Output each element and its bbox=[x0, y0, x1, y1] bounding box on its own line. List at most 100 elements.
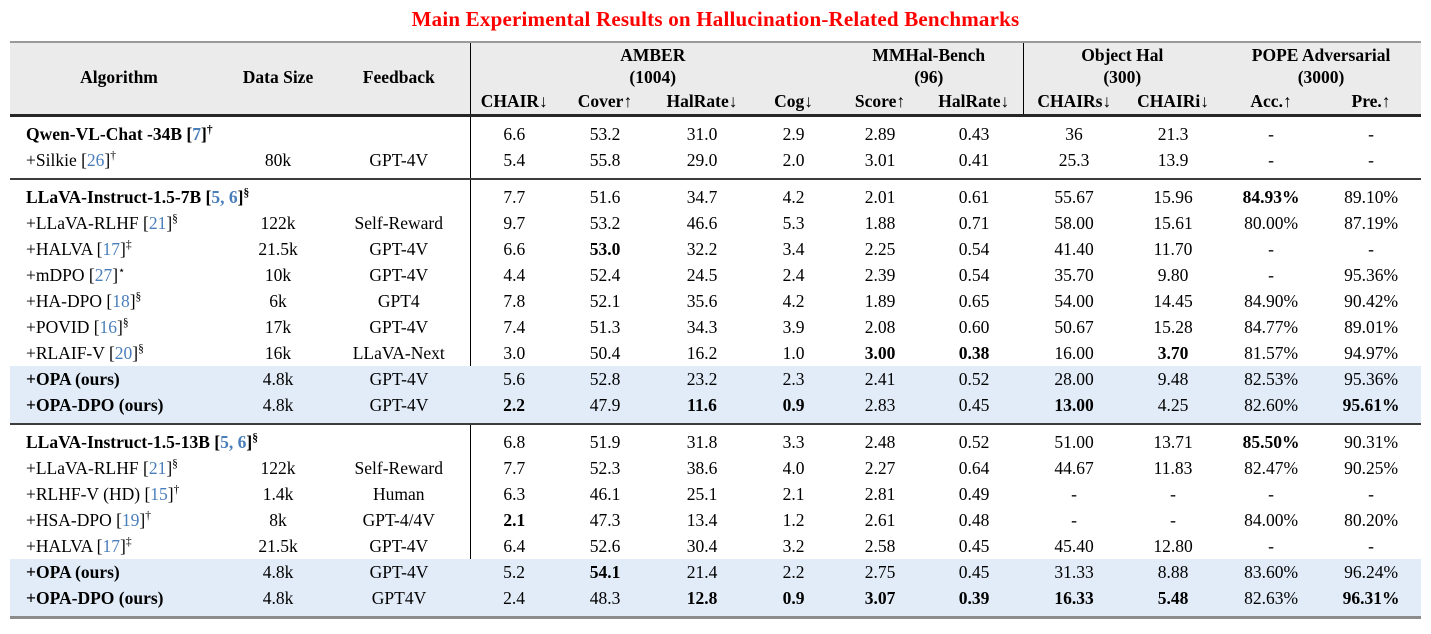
value-cell: 36 bbox=[1065, 123, 1083, 144]
value-cell: 51.6 bbox=[589, 186, 621, 207]
table-section-1: Qwen-VL-Chat -34B [7]† 6.6 53.2 31.0 2.9 2.89… bbox=[10, 115, 1421, 179]
citation-link[interactable]: 16 bbox=[99, 316, 118, 337]
algorithm-cell: +HALVA [17]‡ bbox=[26, 535, 132, 556]
column-header-algorithm: Algorithm bbox=[80, 67, 158, 88]
value-cell: 55.8 bbox=[589, 149, 621, 170]
feedback-cell: GPT-4V bbox=[328, 533, 471, 560]
value-cell: 0.54 bbox=[958, 238, 990, 259]
citation-link[interactable]: 17 bbox=[102, 535, 121, 556]
citation-link[interactable]: 7 bbox=[192, 123, 201, 144]
citation-link[interactable]: 20 bbox=[114, 342, 133, 363]
value-cell: 15.96 bbox=[1153, 186, 1193, 207]
value-cell: 4.25 bbox=[1157, 394, 1189, 415]
column-header-score: Score↑ bbox=[854, 90, 906, 111]
value-cell: 5.4 bbox=[503, 149, 526, 170]
citation-link[interactable]: 19 bbox=[121, 509, 140, 530]
value-cell: 41.40 bbox=[1054, 238, 1094, 259]
table-row: +HA-DPO [18]§ 6k GPT4 7.8 52.1 35.6 4.2 1.89 0.6… bbox=[10, 288, 1421, 315]
citation-link[interactable]: 18 bbox=[112, 290, 130, 311]
citation-link[interactable]: 27 bbox=[94, 264, 113, 285]
data-size-cell: 4.8k bbox=[262, 587, 294, 608]
value-cell: 6.3 bbox=[503, 483, 526, 504]
algorithm-name: +OPA (ours) bbox=[26, 561, 120, 582]
column-header-cover: Cover↑ bbox=[577, 90, 633, 111]
value-cell: 35.70 bbox=[1054, 264, 1094, 285]
header-row-groups: Algorithm Data Size Feedback AMBER (1004) MMH… bbox=[10, 42, 1421, 116]
value-cell: 30.4 bbox=[686, 535, 718, 556]
group-count: (1004) bbox=[629, 67, 677, 88]
algorithm-name: +Silkie bbox=[26, 149, 77, 170]
value-cell: 84.90% bbox=[1244, 290, 1299, 311]
feedback-cell: Self-Reward bbox=[328, 455, 471, 482]
footnote-marker: † bbox=[145, 509, 151, 522]
table-row: +HALVA [17]‡ 21.5k GPT-4V 6.6 53.0 32.2 3.4 2.2… bbox=[10, 236, 1421, 263]
value-cell: 96.24% bbox=[1344, 561, 1399, 582]
citation-link[interactable]: 17 bbox=[102, 238, 121, 259]
footnote-marker: § bbox=[122, 316, 129, 329]
value-cell: 2.61 bbox=[864, 509, 896, 530]
value-cell: 2.4 bbox=[782, 264, 805, 285]
value-cell: 51.00 bbox=[1054, 431, 1094, 452]
value-cell: 51.9 bbox=[589, 431, 621, 452]
algorithm-cell: +LLaVA-RLHF [21]§ bbox=[26, 457, 178, 478]
value-cell: 3.9 bbox=[782, 316, 805, 337]
value-cell: 2.48 bbox=[864, 431, 896, 452]
value-cell: 12.80 bbox=[1153, 535, 1193, 556]
citation-link[interactable]: 5, 6 bbox=[211, 186, 238, 207]
data-size-cell bbox=[228, 115, 328, 147]
citation-link[interactable]: 5, 6 bbox=[220, 431, 247, 452]
algorithm-cell: +Silkie [26]† bbox=[26, 149, 116, 170]
citation-link[interactable]: 26 bbox=[86, 149, 105, 170]
page: Main Experimental Results on Hallucinati… bbox=[0, 7, 1431, 619]
feedback-cell: Human bbox=[328, 481, 471, 508]
value-cell: 80.00% bbox=[1244, 212, 1299, 233]
table-row: +LLaVA-RLHF [21]§ 122k Self-Reward 9.7 53.2 4… bbox=[10, 210, 1421, 237]
feedback-cell: GPT-4V bbox=[328, 314, 471, 341]
value-cell: 31.33 bbox=[1054, 561, 1094, 582]
value-cell: 0.54 bbox=[958, 264, 990, 285]
footnote-marker: † bbox=[173, 483, 180, 496]
value-cell: 82.53% bbox=[1244, 368, 1299, 389]
citation-link[interactable]: 15 bbox=[150, 483, 168, 504]
value-cell: 21.4 bbox=[686, 561, 718, 582]
value-cell: 2.01 bbox=[864, 186, 896, 207]
value-cell: 54.00 bbox=[1054, 290, 1094, 311]
value-cell: 11.70 bbox=[1153, 238, 1193, 259]
table-row: +OPA-DPO (ours) 4.8k GPT-4V 2.2 47.9 11.6 0.9 2… bbox=[10, 392, 1422, 424]
value-cell: 1.2 bbox=[782, 509, 805, 530]
value-cell: 0.60 bbox=[958, 316, 990, 337]
value-cell: 1.0 bbox=[782, 342, 805, 363]
value-cell: 96.31% bbox=[1342, 587, 1400, 608]
value-cell: 0.52 bbox=[958, 431, 990, 452]
feedback-cell: GPT-4V bbox=[328, 262, 471, 289]
value-cell: - bbox=[1268, 264, 1274, 285]
group-name: MMHal-Bench bbox=[872, 45, 986, 65]
value-cell: 8.88 bbox=[1157, 561, 1189, 582]
group-header-mmhal-bench: MMHal-Bench (96) bbox=[835, 42, 1024, 90]
value-cell: 5.2 bbox=[503, 561, 525, 582]
value-cell: 2.08 bbox=[864, 316, 896, 337]
group-count: (300) bbox=[1103, 67, 1142, 88]
value-cell: 0.49 bbox=[958, 483, 990, 504]
feedback-cell: GPT4V bbox=[371, 587, 427, 608]
value-cell: 13.9 bbox=[1157, 149, 1189, 170]
value-cell: - bbox=[1368, 123, 1374, 144]
citation-link[interactable]: 21 bbox=[148, 212, 167, 233]
value-cell: 89.01% bbox=[1344, 316, 1399, 337]
value-cell: 0.45 bbox=[958, 394, 990, 415]
column-header-cog: Cog↓ bbox=[774, 90, 813, 111]
value-cell: 46.6 bbox=[686, 212, 718, 233]
value-cell: 2.39 bbox=[864, 264, 896, 285]
value-cell: 0.45 bbox=[958, 561, 990, 582]
value-cell: - bbox=[1170, 509, 1176, 530]
value-cell: 7.7 bbox=[503, 186, 526, 207]
value-cell: 53.2 bbox=[589, 212, 621, 233]
group-header-amber: AMBER (1004) bbox=[470, 42, 835, 90]
value-cell: 6.6 bbox=[503, 123, 526, 144]
group-count: (3000) bbox=[1297, 67, 1345, 88]
footnote-marker: § bbox=[172, 212, 178, 225]
feedback-cell: GPT-4V bbox=[328, 147, 471, 179]
feedback-cell bbox=[328, 423, 471, 456]
citation-link[interactable]: 21 bbox=[148, 457, 167, 478]
value-cell: 28.00 bbox=[1054, 368, 1094, 389]
